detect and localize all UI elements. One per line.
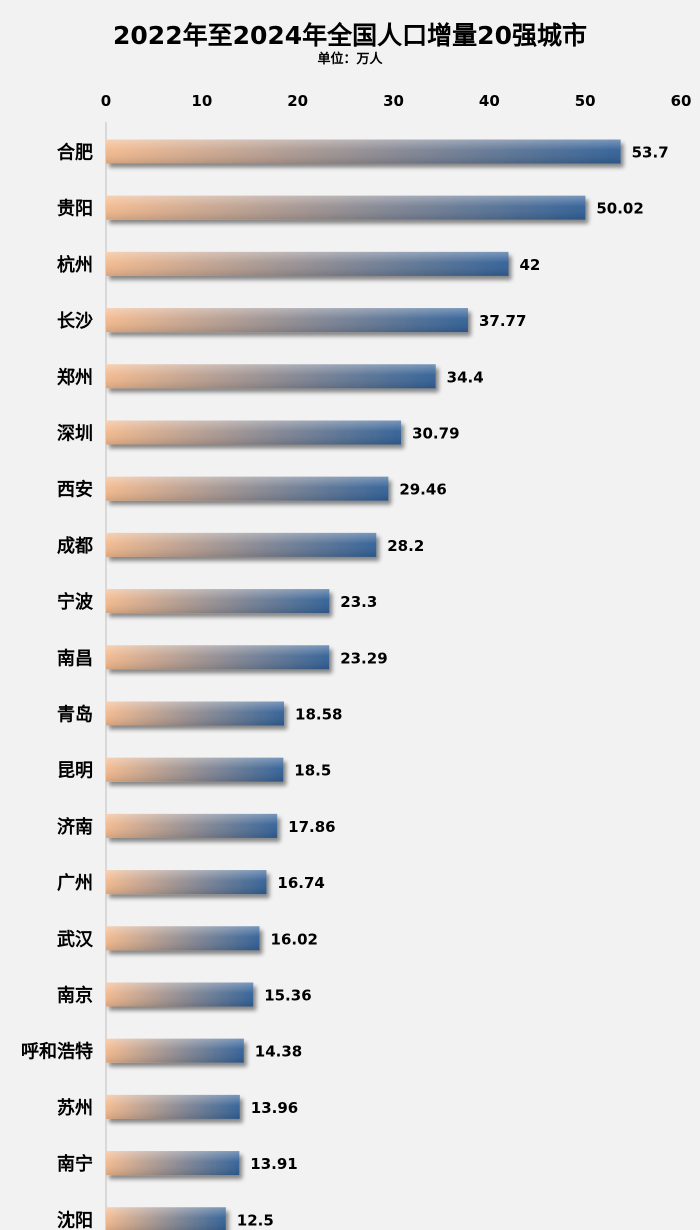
value-label: 50.02	[596, 200, 643, 218]
value-label: 14.38	[255, 1043, 302, 1061]
x-tick-label: 60	[671, 92, 692, 110]
category-label: 合肥	[57, 142, 93, 164]
bars: 合肥 53.7 贵阳 50.02 杭州 42 长沙 37.77 郑州 34.4 深圳 30.79 西安 2…	[21, 139, 669, 1230]
bar-row: 贵阳 50.02	[57, 195, 644, 220]
bar-highlight	[106, 926, 260, 951]
value-label: 29.46	[399, 481, 446, 499]
value-label: 12.5	[237, 1211, 274, 1229]
bar-row: 杭州 42	[57, 251, 541, 276]
category-label: 沈阳	[57, 1209, 93, 1230]
category-label: 南宁	[57, 1153, 93, 1175]
value-label: 30.79	[412, 425, 459, 443]
category-label: 昆明	[57, 761, 93, 782]
bar-highlight	[106, 251, 509, 276]
value-label: 13.96	[251, 1099, 298, 1117]
bar-highlight	[106, 364, 436, 389]
category-label: 西安	[57, 479, 93, 501]
category-label: 苏州	[57, 1097, 93, 1119]
category-label: 青岛	[57, 704, 93, 726]
category-label: 济南	[57, 816, 93, 838]
chart-title: 2022年至2024年全国人口增量20强城市	[113, 21, 587, 50]
category-label: 南京	[57, 985, 93, 1007]
category-label: 宁波	[57, 591, 94, 613]
bar-highlight	[106, 982, 254, 1007]
bar-highlight	[106, 589, 330, 614]
bar-row: 广州 16.74	[57, 870, 325, 895]
bar-highlight	[106, 532, 377, 557]
x-tick-label: 0	[101, 92, 111, 110]
value-label: 53.7	[632, 144, 669, 162]
category-label: 贵阳	[57, 199, 93, 220]
bar-row: 呼和浩特 14.38	[21, 1038, 302, 1063]
bar-highlight	[106, 1151, 240, 1176]
bar-highlight	[106, 1207, 226, 1230]
value-label: 18.58	[295, 706, 342, 724]
value-label: 13.91	[250, 1155, 297, 1173]
bar-highlight	[106, 813, 278, 838]
bar-row: 深圳 30.79	[57, 420, 460, 445]
bar-row: 宁波 23.3	[57, 589, 377, 614]
x-tick-label: 50	[575, 92, 596, 110]
bar-row: 成都 28.2	[57, 532, 424, 557]
bar-highlight	[106, 757, 284, 782]
category-label: 广州	[57, 872, 93, 894]
value-label: 23.3	[340, 593, 377, 611]
category-label: 郑州	[57, 366, 93, 388]
bar-highlight	[106, 476, 389, 501]
bar-row: 南宁 13.91	[57, 1151, 298, 1176]
value-label: 16.02	[271, 930, 318, 948]
bar-highlight	[106, 420, 402, 445]
bar-highlight	[106, 870, 267, 895]
x-tick-label: 30	[383, 92, 404, 110]
value-label: 15.36	[264, 987, 311, 1005]
bar-highlight	[106, 308, 468, 333]
category-label: 深圳	[57, 423, 93, 445]
value-label: 34.4	[447, 368, 484, 386]
category-label: 呼和浩特	[21, 1041, 93, 1063]
value-label: 28.2	[387, 537, 424, 555]
bar-row: 郑州 34.4	[57, 364, 484, 389]
x-tick-label: 20	[287, 92, 308, 110]
bar-row: 昆明 18.5	[57, 757, 331, 782]
bar-row: 长沙 37.77	[57, 308, 526, 333]
bar-row: 沈阳 12.5	[57, 1207, 274, 1230]
value-label: 42	[520, 256, 541, 274]
x-tick-label: 10	[191, 92, 212, 110]
value-label: 18.5	[294, 762, 331, 780]
category-label: 武汉	[57, 929, 94, 950]
bar-row: 武汉 16.02	[57, 926, 318, 951]
category-label: 南昌	[57, 647, 93, 669]
value-label: 16.74	[277, 874, 324, 892]
chart-subtitle: 单位：万人	[317, 52, 383, 67]
bar-row: 苏州 13.96	[57, 1094, 298, 1119]
bar-highlight	[106, 1094, 240, 1119]
bar-row: 济南 17.86	[57, 813, 336, 838]
x-tick-label: 40	[479, 92, 500, 110]
bar-highlight	[106, 645, 330, 670]
category-label: 成都	[57, 535, 93, 557]
value-label: 23.29	[340, 649, 387, 667]
value-label: 17.86	[288, 818, 335, 836]
bar-row: 西安 29.46	[57, 476, 447, 501]
category-label: 杭州	[57, 254, 93, 276]
bar-highlight	[106, 139, 621, 164]
bar-row: 南昌 23.29	[57, 645, 388, 670]
bar-row: 合肥 53.7	[57, 139, 669, 164]
bar-highlight	[106, 1038, 244, 1063]
category-label: 长沙	[57, 311, 93, 332]
bar-highlight	[106, 195, 586, 220]
value-label: 37.77	[479, 312, 526, 330]
bar-highlight	[106, 701, 285, 726]
bar-row: 青岛 18.58	[57, 701, 343, 726]
bar-row: 南京 15.36	[57, 982, 312, 1007]
